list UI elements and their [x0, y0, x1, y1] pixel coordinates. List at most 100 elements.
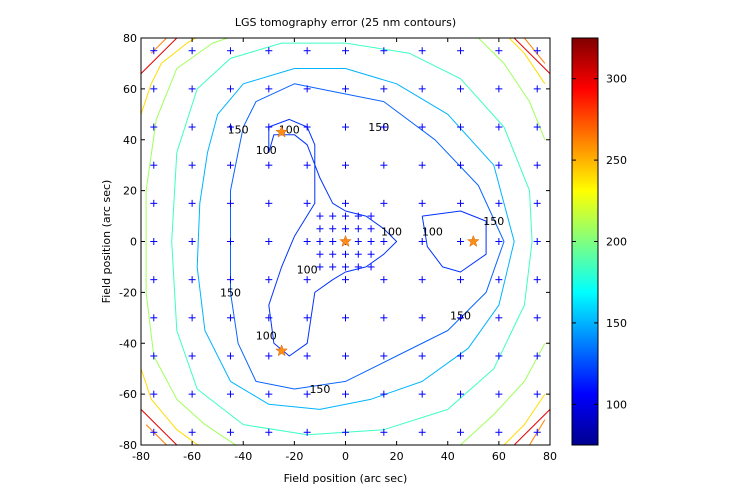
grid-marker [533, 390, 541, 398]
contour-275 [141, 409, 178, 445]
grid-marker [533, 238, 541, 245]
contour-225 [503, 393, 546, 445]
grid-marker [418, 238, 426, 245]
grid-marker [265, 161, 273, 169]
grid-marker [150, 199, 158, 207]
grid-marker [354, 263, 362, 271]
grid-marker [533, 161, 541, 169]
grid-marker [418, 390, 426, 398]
grid-marker [226, 428, 234, 436]
contour-250 [145, 424, 167, 445]
x-tick-label: 20 [390, 450, 404, 463]
grid-marker [150, 161, 158, 169]
x-tick-label: 40 [441, 450, 455, 463]
grid-marker [188, 390, 196, 398]
x-tick-label: 80 [543, 450, 557, 463]
x-axis-ticks: -80 -60 -40 -20 0 20 40 60 80 [132, 38, 557, 463]
grid-marker [316, 212, 324, 220]
grid-marker [533, 314, 541, 322]
grid-marker [303, 352, 311, 360]
grid-marker [265, 390, 273, 398]
colorbar-tick-label: 150 [606, 317, 627, 330]
grid-marker [380, 161, 388, 169]
contour-100 [421, 210, 487, 273]
lgs-star [275, 344, 288, 357]
grid-marker [457, 199, 465, 207]
grid-marker [303, 161, 311, 169]
grid-marker [226, 314, 234, 322]
contour-label-100: 100 [381, 225, 402, 238]
grid-marker [303, 47, 311, 55]
colorbar-ticks: 100 150 200 250 300 [572, 73, 627, 411]
y-tick-label: -40 [119, 337, 137, 350]
y-tick-label: 40 [123, 134, 137, 147]
grid-marker [265, 199, 273, 207]
grid-marker [303, 123, 311, 131]
contour-175 [171, 42, 533, 436]
grid-marker [367, 212, 375, 220]
grid-marker [329, 238, 337, 245]
grid-marker [342, 199, 349, 207]
contour-275 [141, 38, 178, 74]
grid-marker [188, 47, 196, 55]
grid-marker [342, 123, 349, 131]
grid-marker [380, 352, 388, 360]
grid-marker [495, 47, 503, 55]
grid-marker [188, 199, 196, 207]
x-tick-label: -40 [234, 450, 252, 463]
grid-marker [226, 238, 234, 245]
colorbar-tick-label: 250 [606, 154, 627, 167]
grid-marker [265, 428, 273, 436]
contour-label-100: 100 [297, 263, 318, 276]
grid-marker [265, 276, 273, 284]
grid-marker [418, 428, 426, 436]
grid-marker [265, 85, 273, 93]
x-tick-label: -60 [183, 450, 201, 463]
contour-125 [230, 83, 505, 390]
grid-marker [150, 352, 158, 360]
grid-marker [303, 276, 311, 284]
grid-marker [457, 276, 465, 284]
y-axis-label: Field position (arc sec) [100, 180, 113, 304]
grid-marker [342, 314, 349, 322]
chart-title: LGS tomography error (25 nm contours) [235, 16, 456, 29]
grid-marker [303, 199, 311, 207]
grid-marker [342, 47, 349, 55]
grid-marker [380, 199, 388, 207]
grid-marker [342, 428, 349, 436]
colorbar-tick-label: 100 [606, 398, 627, 411]
grid-marker [418, 47, 426, 55]
lgs-star [339, 234, 352, 247]
grid-marker [150, 123, 158, 131]
lgs-star [466, 234, 480, 247]
y-tick-label: 20 [123, 185, 137, 198]
contour-200 [145, 68, 237, 445]
grid-marker [342, 250, 349, 258]
x-tick-label: 0 [342, 450, 349, 463]
grid-marker [329, 225, 337, 233]
grid-marker [380, 390, 388, 398]
grid-marker [495, 238, 503, 245]
grid-marker [495, 276, 503, 284]
grid-marker [354, 238, 362, 245]
grid-marker [188, 352, 196, 360]
grid-marker [342, 390, 349, 398]
grid-marker [265, 314, 273, 322]
grid-marker [226, 47, 234, 55]
grid-marker [495, 161, 503, 169]
y-axis-ticks: -80 -60 -40 -20 0 20 40 60 80 [119, 32, 550, 452]
grid-marker [150, 85, 158, 93]
contour-200 [477, 38, 546, 140]
grid-marker [188, 314, 196, 322]
grid-marker [495, 314, 503, 322]
grid-marker [418, 123, 426, 131]
grid-marker [342, 352, 349, 360]
x-tick-label: -20 [285, 450, 303, 463]
grid-marker [533, 199, 541, 207]
contour-label-100: 100 [422, 225, 443, 238]
grid-marker [265, 47, 273, 55]
contour-label-100: 100 [256, 330, 277, 343]
grid-marker [342, 85, 349, 93]
